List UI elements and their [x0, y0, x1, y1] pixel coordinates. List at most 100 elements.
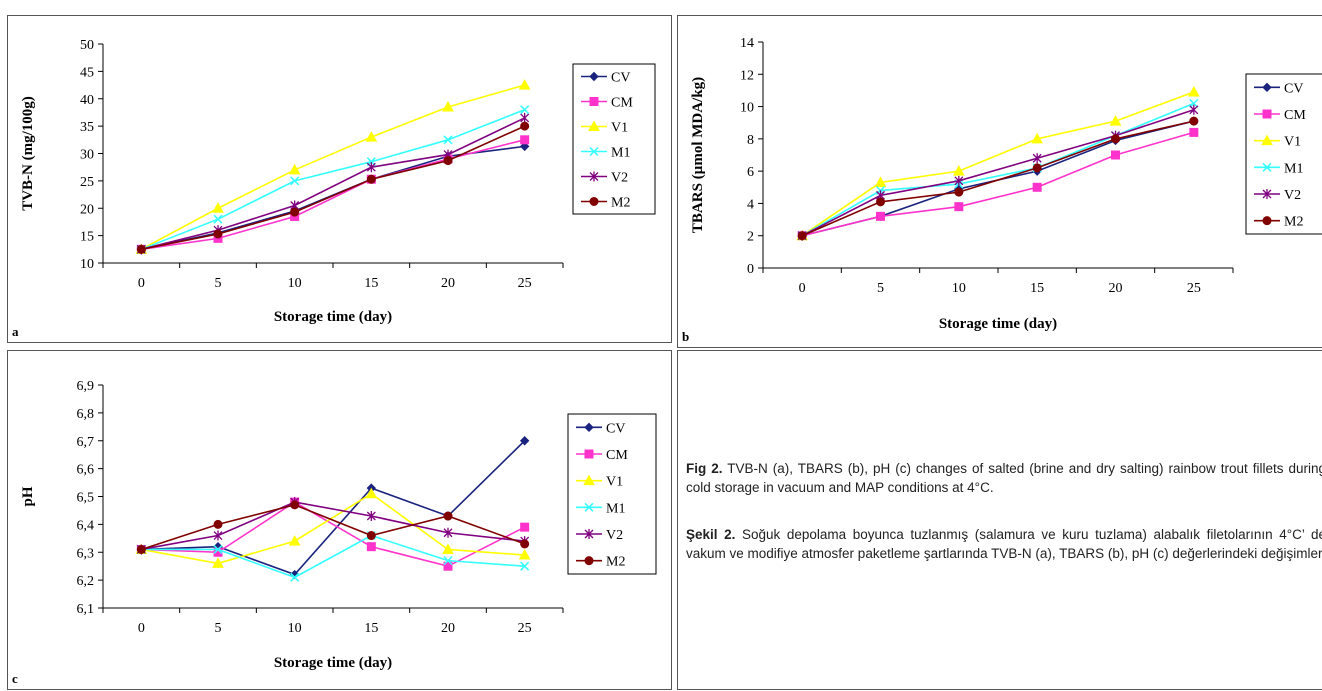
caption-panel: Fig 2. TVB-N (a), TBARS (b), pH (c) chan…	[677, 350, 1322, 690]
series-v1	[796, 86, 1200, 241]
series-line	[801, 131, 1195, 237]
data-point	[954, 175, 964, 186]
data-point	[288, 535, 301, 546]
panel-letter-b: b	[682, 329, 690, 344]
chart-c-svg: 6,1 6,2 6,3 6,4 6,5 6,6 6,7 6,8 6,9 0 5 10 15 20 25 Sto…	[20, 379, 657, 671]
y-tick-label: 40	[80, 93, 94, 108]
data-point	[443, 561, 453, 571]
legend-label: M1	[1284, 161, 1303, 176]
legend-marker	[584, 422, 594, 433]
data-point	[290, 500, 300, 510]
series-line	[140, 84, 525, 251]
x-axis-label: Storage time (day)	[274, 309, 392, 325]
series-line	[141, 117, 526, 251]
series-line	[141, 492, 525, 565]
x-tick-label: 0	[138, 276, 145, 291]
data-point	[443, 135, 453, 145]
y-tick-label: 2	[747, 230, 754, 245]
data-point	[366, 511, 376, 522]
y-tick-label: 12	[740, 68, 754, 83]
legend-label: V1	[611, 121, 628, 136]
x-tick-label: 0	[138, 621, 145, 636]
legend-label: CV	[606, 421, 625, 436]
legend-marker	[589, 97, 599, 106]
legend-label: CM	[606, 448, 628, 463]
data-point	[1111, 134, 1120, 144]
legend-box	[1245, 73, 1322, 235]
chart-b-svg: 0 2 4 6 8 10 12 14 0 5 10 15 20 25 Storage time (day) T…	[690, 36, 1322, 332]
data-point	[443, 556, 453, 566]
series-line	[141, 139, 525, 251]
legend-marker	[584, 449, 594, 459]
y-tick-label: 30	[80, 148, 94, 163]
data-point	[1032, 153, 1042, 164]
y-tick-label: 10	[740, 101, 754, 116]
y-tick-label: 6,7	[77, 435, 95, 450]
legend-marker	[584, 529, 594, 539]
x-tick-label: 20	[441, 276, 455, 291]
series-v2	[136, 112, 530, 255]
data-point	[366, 531, 376, 541]
data-point	[212, 557, 224, 568]
series-v2	[797, 104, 1199, 241]
series-cm	[797, 127, 1199, 241]
y-tick-label: 10	[80, 257, 94, 272]
legend-marker	[1261, 134, 1273, 146]
chart-panel-b: 0 2 4 6 8 10 12 14 0 5 10 15 20 25 Storage time (day) T…	[677, 15, 1322, 348]
legend-box	[572, 63, 656, 215]
x-tick-label: 0	[799, 281, 806, 296]
y-axis-label: TVB-N (mg/100g)	[20, 96, 36, 211]
caption-english-label: Fig 2.	[686, 461, 723, 476]
x-tick-label: 10	[952, 281, 966, 296]
legend-label: M1	[611, 146, 630, 161]
chart-panel-c: 6,1 6,2 6,3 6,4 6,5 6,6 6,7 6,8 6,9 0 5 10 15 20 25 Sto…	[7, 350, 672, 690]
y-tick-label: 6,2	[77, 574, 95, 589]
caption-turkish-text: Soğuk depolama boyunca tuzlanmış (salamu…	[686, 527, 1322, 561]
y-tick-label: 8	[747, 133, 754, 148]
legend: CV CM V1 M1 V2 M2	[572, 63, 656, 215]
x-tick-label: 15	[1030, 281, 1044, 296]
caption-english-text: TVB-N (a), TBARS (b), pH (c) changes of …	[686, 461, 1322, 495]
series-line	[141, 504, 525, 551]
data-point	[874, 176, 887, 187]
data-point	[366, 162, 376, 173]
x-tick-label: 20	[1109, 281, 1123, 296]
series-line	[141, 501, 526, 568]
data-point	[1109, 115, 1122, 126]
data-point	[520, 112, 530, 123]
data-point	[954, 202, 964, 212]
legend-label: V2	[606, 528, 623, 543]
data-point	[954, 187, 964, 197]
data-point	[1187, 86, 1200, 97]
panel-letter-c: c	[12, 671, 18, 686]
y-tick-label: 6	[747, 165, 754, 180]
data-point	[290, 572, 300, 582]
data-point	[213, 214, 223, 224]
y-tick-label: 4	[747, 197, 754, 212]
caption-turkish-label: Şekil 2.	[686, 527, 736, 542]
data-point	[213, 547, 223, 557]
x-tick-label: 5	[215, 276, 222, 291]
panel-letter-a: a	[12, 324, 19, 339]
data-point	[519, 436, 530, 446]
x-tick-label: 25	[1187, 281, 1201, 296]
data-point	[213, 229, 223, 239]
legend-label: V2	[611, 171, 628, 186]
series-line	[141, 501, 525, 551]
data-point	[136, 544, 146, 554]
data-point	[443, 156, 453, 166]
legend-marker	[589, 146, 599, 157]
data-point	[365, 131, 378, 142]
caption-turkish: Şekil 2. Soğuk depolama boyunca tuzlanmı…	[686, 525, 1322, 563]
data-point	[520, 105, 530, 115]
data-point	[213, 544, 223, 554]
series-line	[801, 120, 1195, 237]
y-tick-label: 6,1	[77, 602, 95, 617]
data-point	[213, 519, 223, 529]
y-tick-label: 15	[80, 230, 94, 245]
y-tick-label: 6,8	[77, 407, 95, 422]
y-tick-label: 6,3	[77, 546, 95, 561]
series-line	[141, 440, 526, 576]
y-tick-label: 20	[80, 202, 94, 217]
data-point	[519, 141, 530, 152]
